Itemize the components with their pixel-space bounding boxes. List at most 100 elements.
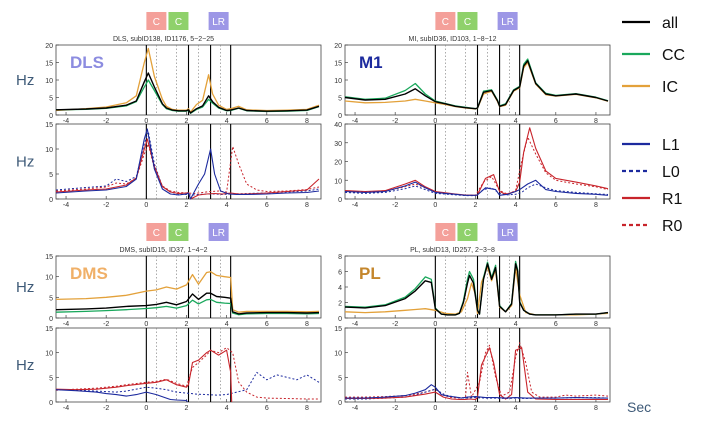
y-unit-label: Hz xyxy=(16,72,34,89)
x-tick-label: 6 xyxy=(554,202,558,209)
y-tick-label: 30 xyxy=(334,141,342,148)
y-tick-label: 0 xyxy=(338,316,342,323)
x-tick-label: 6 xyxy=(554,405,558,412)
series-all xyxy=(55,292,320,315)
x-tick-label: 8 xyxy=(594,118,598,125)
y-tick-label: 6 xyxy=(338,270,342,277)
x-tick-label: 8 xyxy=(305,202,309,209)
x-tick-label: 0 xyxy=(144,202,148,209)
x-tick-label: 6 xyxy=(265,118,269,125)
event-badge-3 xyxy=(497,223,518,241)
series-r1 xyxy=(345,347,608,401)
x-tick-label: 2 xyxy=(474,321,478,328)
legend: all CC IC L1 L0 R1 R0 xyxy=(622,15,685,235)
y-tick-label: 10 xyxy=(45,275,53,282)
x-tick-label: 6 xyxy=(265,202,269,209)
series-l0 xyxy=(344,183,609,197)
axes-top: 0 2 4 6 8 -4 -2 0 2 4 6 8 xyxy=(338,254,611,328)
legend-label: IC xyxy=(662,79,678,96)
x-tick-label: 4 xyxy=(514,321,518,328)
y-tick-label: 5 xyxy=(49,172,53,179)
series-ic xyxy=(55,271,320,313)
x-tick-label: 6 xyxy=(265,405,269,412)
y-tick-label: 0 xyxy=(338,400,342,407)
x-tick-label: 2 xyxy=(474,118,478,125)
series-l1 xyxy=(55,389,188,403)
legend-label: R1 xyxy=(662,191,683,208)
x-tick-label: 4 xyxy=(225,405,229,412)
x-tick-label: 0 xyxy=(433,405,437,412)
x-tick-label: -2 xyxy=(392,321,398,328)
x-tick-label: -4 xyxy=(352,118,358,125)
x-tick-label: 8 xyxy=(305,118,309,125)
event-badge-label: C xyxy=(464,228,471,239)
event-badge-label: C xyxy=(175,228,182,239)
event-badge-label: LR xyxy=(212,17,225,28)
axes-top: 0 5 10 15 20 -4 -2 0 2 4 6 8 xyxy=(334,43,611,125)
x-tick-label: -4 xyxy=(63,202,69,209)
x-tick-label: -2 xyxy=(103,321,109,328)
event-badge-label: C xyxy=(464,17,471,28)
x-tick-label: 2 xyxy=(474,405,478,412)
x-tick-label: 4 xyxy=(514,202,518,209)
x-tick-label: 2 xyxy=(474,202,478,209)
y-tick-label: 10 xyxy=(45,78,53,85)
x-tick-label: 8 xyxy=(594,321,598,328)
region-label: M1 xyxy=(359,53,383,72)
y-unit-label: Hz xyxy=(16,357,34,374)
x-tick-label: 0 xyxy=(433,202,437,209)
x-tick-label: -2 xyxy=(103,405,109,412)
legend-label: L1 xyxy=(662,137,680,154)
panel-subtitle: MI, subID36, ID103, 1−8−12 xyxy=(409,36,497,43)
y-tick-label: 15 xyxy=(45,254,53,261)
y-tick-label: 20 xyxy=(45,43,53,50)
y-tick-label: 8 xyxy=(338,254,342,261)
y-tick-label: 15 xyxy=(45,122,53,129)
x-tick-label: 4 xyxy=(225,202,229,209)
panel-subtitle: DLS, subID138, ID1176, 5−2−25 xyxy=(113,36,214,43)
event-badge-1 xyxy=(435,223,456,241)
y-tick-label: 15 xyxy=(45,326,53,333)
series-l1 xyxy=(345,384,608,399)
x-tick-label: 2 xyxy=(185,118,189,125)
x-tick-label: 4 xyxy=(225,321,229,328)
y-tick-label: 15 xyxy=(334,326,342,333)
event-badge-3 xyxy=(208,223,229,241)
y-tick-label: 0 xyxy=(49,316,53,323)
series-r0 xyxy=(344,136,609,196)
legend-label: CC xyxy=(662,47,685,64)
legend-label: R0 xyxy=(662,218,683,235)
x-tick-label: -4 xyxy=(63,405,69,412)
x-tick-label: 4 xyxy=(225,118,229,125)
legend-label: all xyxy=(662,15,678,32)
series-all xyxy=(344,263,609,316)
x-tick-label: -2 xyxy=(103,202,109,209)
event-badge-label: C xyxy=(153,228,160,239)
y-tick-label: 10 xyxy=(334,178,342,185)
region-label: DLS xyxy=(70,53,104,72)
event-badge-label: LR xyxy=(212,228,225,239)
y-tick-label: 10 xyxy=(45,147,53,154)
event-badge-label: C xyxy=(175,17,182,28)
x-tick-label: 8 xyxy=(594,202,598,209)
panel-dms: C C LR DMS, subID15, ID37, 1−4−2 DMS Hz 0 5 10 15… xyxy=(16,223,322,412)
y-tick-label: 0 xyxy=(338,197,342,204)
series-all xyxy=(55,72,320,114)
event-badge-2 xyxy=(457,12,478,30)
panel-subtitle: DMS, subID15, ID37, 1−4−2 xyxy=(120,247,208,254)
y-tick-label: 0 xyxy=(49,400,53,407)
x-tick-label: 2 xyxy=(185,405,189,412)
series-r1 xyxy=(344,127,609,196)
x-tick-label: 2 xyxy=(185,321,189,328)
y-tick-label: 20 xyxy=(334,160,342,167)
x-tick-label: -2 xyxy=(392,202,398,209)
event-badge-2 xyxy=(168,223,189,241)
x-tick-label: 4 xyxy=(514,405,518,412)
x-tick-label: -2 xyxy=(392,118,398,125)
series-cc xyxy=(344,58,609,110)
event-badge-2 xyxy=(168,12,189,30)
x-tick-label: 8 xyxy=(305,405,309,412)
y-tick-label: 5 xyxy=(338,96,342,103)
